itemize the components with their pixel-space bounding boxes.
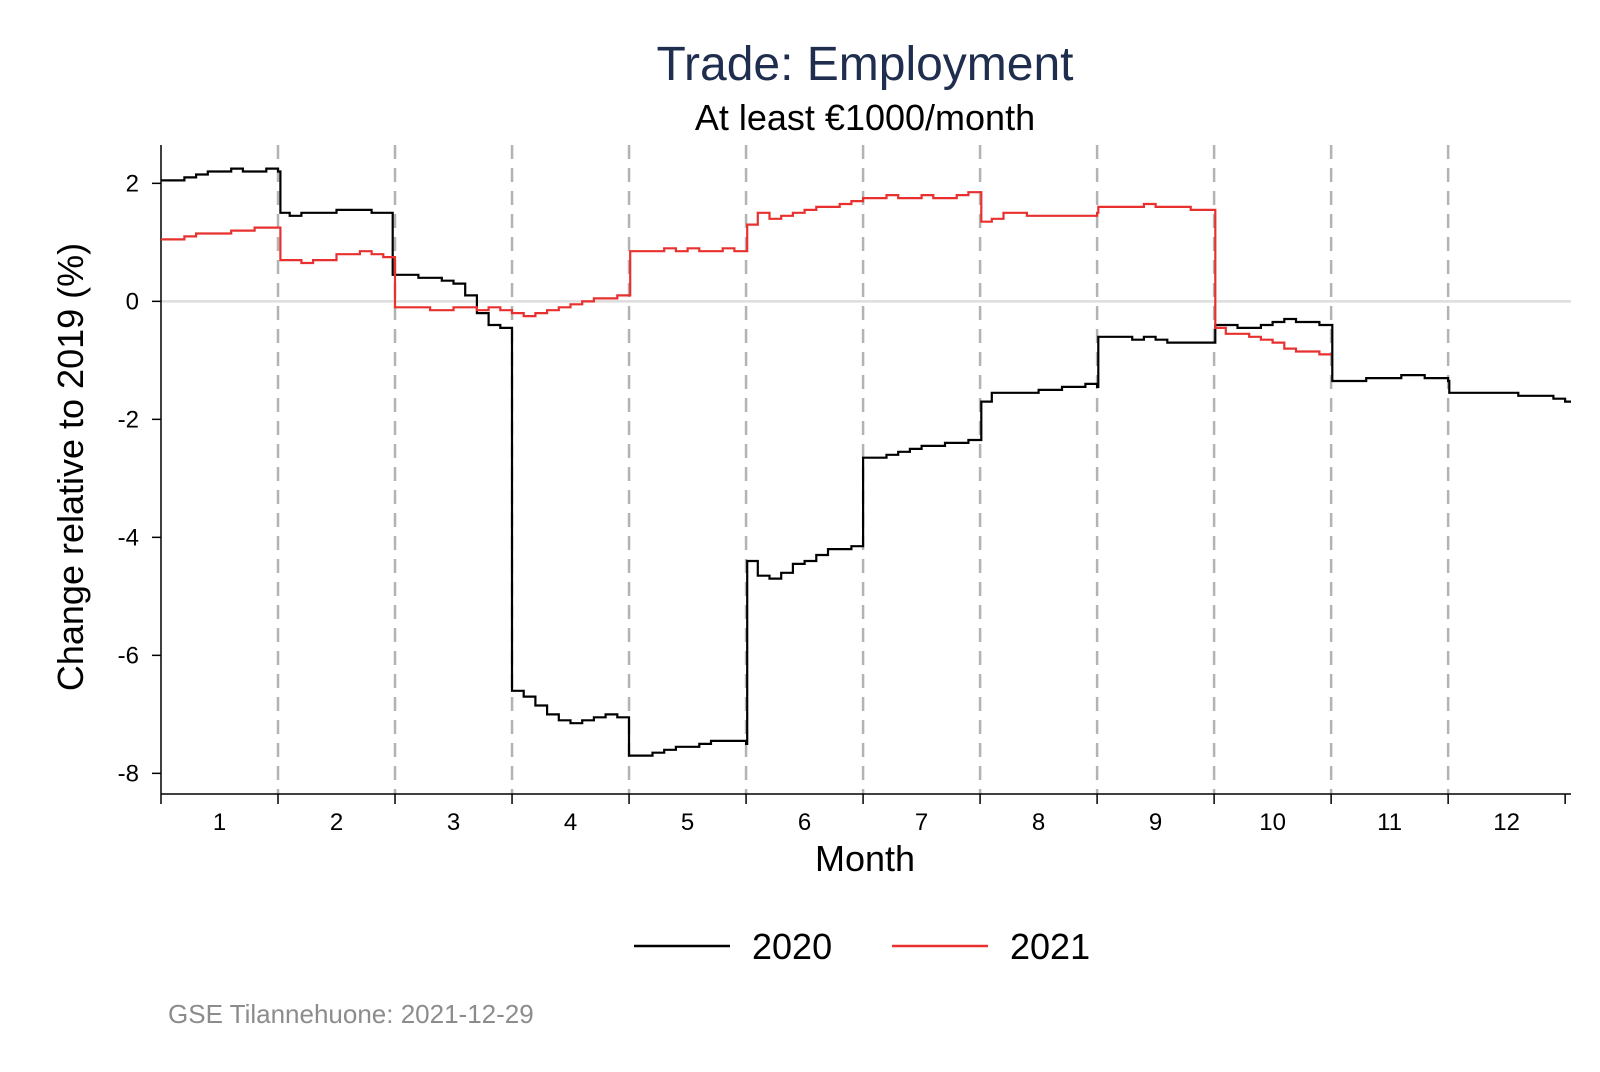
x-tick-label: 11 bbox=[1377, 809, 1402, 836]
series-line-2020 bbox=[161, 167, 1571, 757]
y-axis-ticks: 2 0 -2 -4 -6 -8 bbox=[118, 170, 161, 787]
source-note: GSE Tilannehuone: 2021-12-29 bbox=[168, 999, 534, 1029]
x-tick-label: 9 bbox=[1149, 809, 1162, 836]
y-tick-label: 2 bbox=[126, 170, 139, 197]
x-axis-ticks: 1 2 3 4 5 6 7 8 9 10 11 12 bbox=[160, 794, 1566, 836]
legend-label-2021: 2021 bbox=[1010, 926, 1090, 967]
x-tick-label: 7 bbox=[915, 809, 928, 836]
axes bbox=[160, 145, 1571, 795]
series-lines bbox=[161, 167, 1571, 757]
x-tick-label: 6 bbox=[798, 809, 811, 836]
series-line-2021 bbox=[161, 191, 1332, 356]
chart-title: Trade: Employment bbox=[656, 38, 1073, 91]
legend: 2020 2021 bbox=[634, 926, 1090, 967]
x-tick-label: 10 bbox=[1259, 809, 1286, 836]
y-axis-title: Change relative to 2019 (%) bbox=[50, 243, 91, 691]
x-tick-label: 5 bbox=[681, 809, 694, 836]
legend-label-2020: 2020 bbox=[752, 926, 832, 967]
x-tick-label: 2 bbox=[330, 809, 343, 836]
x-tick-label: 1 bbox=[213, 809, 226, 836]
y-tick-label: -8 bbox=[118, 760, 139, 787]
x-tick-label: 8 bbox=[1032, 809, 1045, 836]
y-tick-label: -6 bbox=[118, 642, 139, 669]
chart-subtitle: At least €1000/month bbox=[695, 97, 1035, 138]
x-tick-label: 3 bbox=[447, 809, 460, 836]
x-tick-label: 4 bbox=[564, 809, 577, 836]
y-tick-label: -2 bbox=[118, 406, 139, 433]
y-tick-label: 0 bbox=[126, 288, 139, 315]
x-tick-label: 12 bbox=[1493, 809, 1520, 836]
x-axis-title: Month bbox=[815, 838, 915, 879]
y-tick-label: -4 bbox=[118, 524, 139, 551]
